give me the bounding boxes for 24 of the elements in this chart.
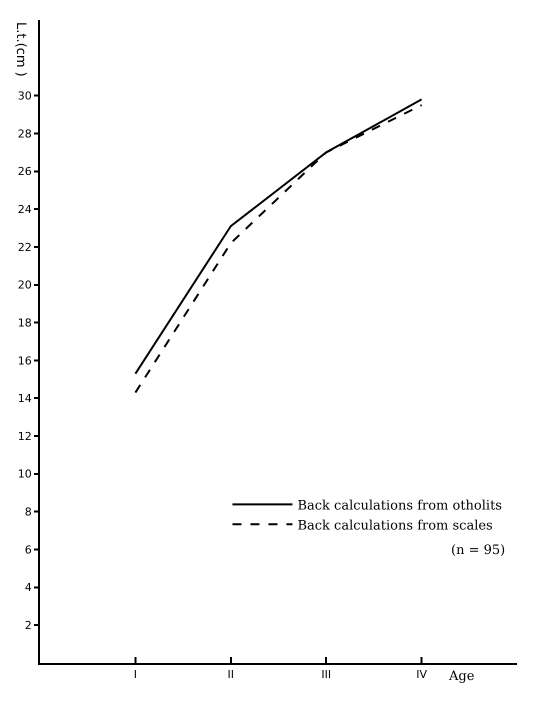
y-tick-label: 26 [18, 165, 32, 178]
legend-label: Back calculations from scales [297, 518, 493, 534]
x-tick-label: II [228, 668, 234, 682]
annotation: (n = 95) [451, 543, 506, 558]
x-tick-label: III [321, 668, 332, 682]
legend-label: Back calculations from otholits [297, 498, 502, 514]
x-tick-label: IV [416, 668, 428, 682]
y-tick-label: 16 [18, 354, 32, 368]
x-tick-label: I [134, 668, 138, 682]
y-tick-label: 24 [18, 202, 32, 216]
y-tick-label: 6 [24, 543, 32, 556]
y-tick-label: 2 [24, 619, 32, 632]
y-tick-label: 8 [24, 506, 32, 519]
y-tick-label: 4 [24, 581, 32, 594]
y-tick-label: 12 [18, 430, 32, 443]
y-tick-label: 22 [18, 240, 32, 254]
y-tick-label: 14 [18, 392, 32, 406]
y-tick-label: 20 [18, 278, 32, 292]
x-axis-title: Age [448, 669, 475, 684]
y-tick-label: 28 [18, 127, 32, 140]
y-tick-label: 18 [18, 316, 32, 330]
y-tick-label: 30 [18, 90, 32, 102]
y-tick-label: 10 [18, 468, 32, 481]
y-axis-title: L.t.(cm ) [13, 22, 28, 77]
